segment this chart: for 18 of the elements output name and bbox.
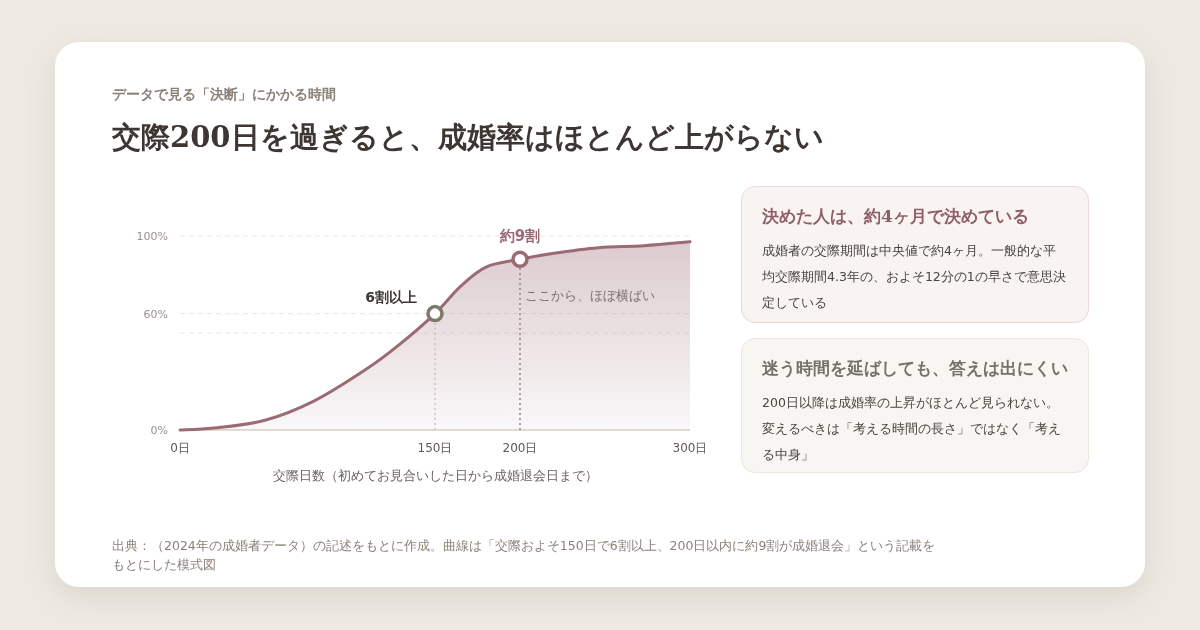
x-tick-label: 300日 — [672, 441, 708, 455]
annotation: ここから、ほぼ横ばい — [525, 288, 655, 303]
chart-subtitle: データで見る「決断」にかかる時間 — [112, 86, 336, 104]
y-tick-label: 100% — [136, 230, 168, 243]
x-axis-title: 交際日数（初めてお見合いした日から成婚退会日まで） — [272, 468, 598, 483]
x-tick-label: 150日 — [417, 441, 453, 455]
annotation: 約9割 — [498, 227, 541, 246]
source-note: 出典：（2024年の成婚者データ）の記述をもとに作成。曲線は「交際およそ150日で6割以上、200日以内に約9割が成婚退会」という記載をもとにした模式図 — [112, 537, 937, 574]
chart-title: 交際200日を過ぎると、成婚率はほとんど上がらない — [112, 119, 824, 156]
y-tick-label: 0% — [150, 424, 168, 437]
x-tick-label: 200日 — [502, 441, 538, 455]
text: 200日以降は成婚率の上昇がほとんど見られない。変えるべきは「考える時間の長さ」ではなく「考える中身」 — [762, 394, 1062, 464]
y-tick-label: 60% — [143, 307, 168, 321]
text: 成婚者の交際期間は中央値で約4ヶ月。一般的な平均交際期間4.3年の、およそ12分の1の早さで意思決定している — [762, 242, 1067, 312]
text: 決めた人は、約4ヶ月で決めている — [762, 205, 1030, 228]
x-tick-label: 0日 — [170, 441, 190, 455]
annotation: 6割以上 — [365, 288, 417, 305]
text: 迷う時間を延ばしても、答えは出にくい — [762, 357, 1068, 380]
